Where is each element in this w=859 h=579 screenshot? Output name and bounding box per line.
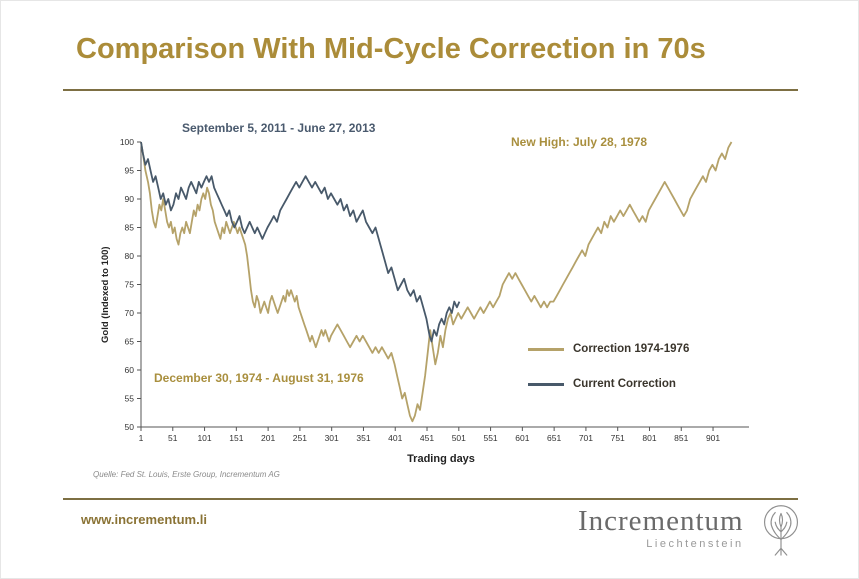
- brand-logo: Incrementum Liechtenstein: [578, 499, 810, 557]
- brand-subtitle: Liechtenstein: [646, 537, 744, 550]
- legend-swatch-1974: [528, 347, 564, 351]
- y-tick-label: 80: [125, 251, 135, 261]
- x-tick-label: 551: [483, 433, 497, 443]
- x-tick-label: 801: [642, 433, 656, 443]
- y-tick-label: 55: [125, 394, 135, 404]
- gold-comparison-chart: 50 55 60 65 70 75 80 85 90 95 100 1 51 101 151 201 251 30…: [86, 109, 786, 494]
- title-divider: [63, 89, 798, 91]
- x-tick-label: 201: [261, 433, 275, 443]
- y-tick-label: 85: [125, 223, 135, 233]
- legend-item-1974: Correction 1974-1976: [528, 343, 689, 355]
- website-text: www.incrementum.li: [81, 512, 207, 527]
- legend-item-current: Current Correction: [528, 378, 676, 390]
- x-tick-label: 451: [420, 433, 434, 443]
- y-axis-label: Gold (Indexed to 100): [100, 246, 111, 343]
- x-tick-label: 51: [168, 433, 178, 443]
- brand-wordmark: Incrementum: [578, 505, 744, 538]
- annotation-new-high: New High: July 28, 1978: [511, 135, 648, 149]
- x-tick-label: 901: [706, 433, 720, 443]
- y-tick-label: 50: [125, 422, 135, 432]
- x-tick-label: 251: [293, 433, 307, 443]
- x-tick-label: 301: [325, 433, 339, 443]
- x-tick-label: 701: [579, 433, 593, 443]
- y-tick-label: 60: [125, 365, 135, 375]
- x-tick-label: 601: [515, 433, 529, 443]
- legend-swatch-current: [528, 382, 564, 386]
- x-tick-label: 751: [611, 433, 625, 443]
- x-tick-label: 501: [452, 433, 466, 443]
- footer-divider: [63, 498, 798, 500]
- legend-label-current: Current Correction: [573, 378, 676, 390]
- legend-label-1974: Correction 1974-1976: [573, 343, 690, 355]
- source-note: Quelle: Fed St. Louis, Erste Group, Incr…: [93, 470, 280, 479]
- y-tick-label: 95: [125, 166, 135, 176]
- y-tick-label: 90: [125, 194, 135, 204]
- series-current-correction: [140, 141, 461, 343]
- brand-text: Incrementum Liechtenstein: [578, 505, 744, 550]
- x-axis-label: Trading days: [407, 453, 475, 465]
- page-title: Comparison With Mid-Cycle Correction in …: [76, 33, 706, 65]
- x-tick-label: 851: [674, 433, 688, 443]
- x-tick-label: 101: [197, 433, 211, 443]
- series-correction-1974-1976: [140, 141, 733, 423]
- y-tick-label: 100: [120, 137, 134, 147]
- tree-logo-icon: [763, 505, 798, 556]
- x-tick-label: 351: [356, 433, 370, 443]
- x-tick-label: 1: [139, 433, 144, 443]
- y-tick-label: 65: [125, 337, 135, 347]
- y-tick-label: 75: [125, 280, 135, 290]
- x-tick-label: 401: [388, 433, 402, 443]
- x-tick-label: 151: [229, 433, 243, 443]
- x-tick-label: 651: [547, 433, 561, 443]
- y-tick-label: 70: [125, 308, 135, 318]
- annotation-current-period: September 5, 2011 - June 27, 2013: [182, 121, 376, 135]
- annotation-1970s-period: December 30, 1974 - August 31, 1976: [154, 371, 364, 385]
